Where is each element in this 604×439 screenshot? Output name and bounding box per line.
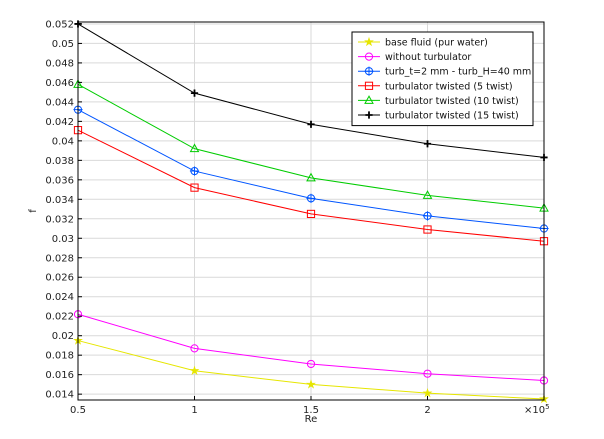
x-axis-ticks: 0.5 1 1.5 2 — [70, 396, 431, 416]
y-axis-ticks: 0.014 0.016 0.018 0.02 0.022 0.024 0.026 0.028 0… — [45, 19, 82, 401]
data-point — [190, 183, 199, 192]
y-tick-label: 0.04 — [52, 136, 74, 147]
data-point — [189, 365, 200, 375]
data-point — [423, 369, 432, 378]
legend-label: base fluid (pur water) — [385, 38, 488, 49]
data-point — [189, 166, 200, 176]
data-point — [422, 388, 433, 398]
data-point — [306, 379, 316, 389]
data-point — [190, 89, 199, 97]
y-tick-label: 0.022 — [45, 312, 74, 323]
legend-label: turbulator twisted (15 twist) — [385, 111, 519, 122]
y-tick-label: 0.044 — [45, 97, 74, 108]
legend-box — [351, 31, 534, 127]
legend-swatch-marker — [364, 66, 374, 76]
series-line — [77, 83, 545, 209]
grid — [77, 22, 544, 400]
y-tick-label: 0.048 — [45, 58, 74, 69]
y-tick-label: 0.05 — [52, 39, 74, 50]
data-point — [423, 225, 432, 234]
y-tick-label: 0.028 — [45, 253, 74, 264]
x-tick-label: 1 — [191, 405, 197, 416]
legend-label: without turbulator — [385, 52, 471, 63]
y-tick-label: 0.026 — [45, 273, 74, 284]
data-point — [422, 211, 433, 221]
y-axis-label: f — [28, 209, 39, 213]
legend-label: turb_t=2 mm - turb_H=40 mm — [385, 67, 531, 78]
legend-swatch-marker — [364, 81, 374, 90]
y-tick-label: 0.036 — [45, 175, 74, 186]
data-point — [422, 190, 433, 199]
y-tick-label: 0.034 — [45, 195, 74, 206]
data-point — [423, 140, 432, 148]
x-axis-label: Re — [305, 414, 318, 425]
y-tick-label: 0.032 — [45, 214, 74, 225]
data-point — [306, 172, 316, 182]
legend-swatch-marker — [365, 111, 373, 119]
y-tick-label: 0.016 — [45, 370, 74, 381]
x-axis-multiplier: ×105 — [524, 403, 550, 416]
y-tick-label: 0.052 — [45, 19, 74, 30]
x-tick-label: 1.5 — [303, 405, 319, 416]
y-tick-label: 0.038 — [45, 156, 74, 167]
data-point — [306, 193, 316, 203]
y-tick-label: 0.024 — [45, 292, 74, 303]
legend-label: turbulator twisted (10 twist) — [385, 96, 519, 107]
data-point — [306, 209, 316, 219]
y-tick-label: 0.018 — [45, 351, 74, 362]
y-tick-label: 0.046 — [45, 78, 74, 89]
data-point — [307, 120, 315, 128]
y-tick-label: 0.014 — [45, 390, 74, 401]
legend-swatch-marker — [364, 95, 374, 104]
legend-swatch-marker — [364, 36, 374, 47]
y-tick-label: 0.042 — [45, 117, 74, 128]
legend-label: turbulator twisted (5 twist) — [385, 81, 513, 92]
series-line — [77, 129, 545, 242]
plot-series — [73, 20, 549, 404]
legend: base fluid (pur water) without turbulator… — [351, 31, 534, 127]
y-tick-label: 0.02 — [52, 331, 74, 342]
series-line — [77, 313, 545, 382]
data-point — [189, 143, 200, 153]
x-tick-label: 0.5 — [70, 405, 86, 416]
x-tick-label: 2 — [424, 405, 430, 416]
data-point — [190, 344, 199, 353]
y-tick-label: 0.03 — [52, 234, 74, 245]
data-point — [306, 359, 316, 369]
legend-swatch-marker — [364, 52, 374, 61]
